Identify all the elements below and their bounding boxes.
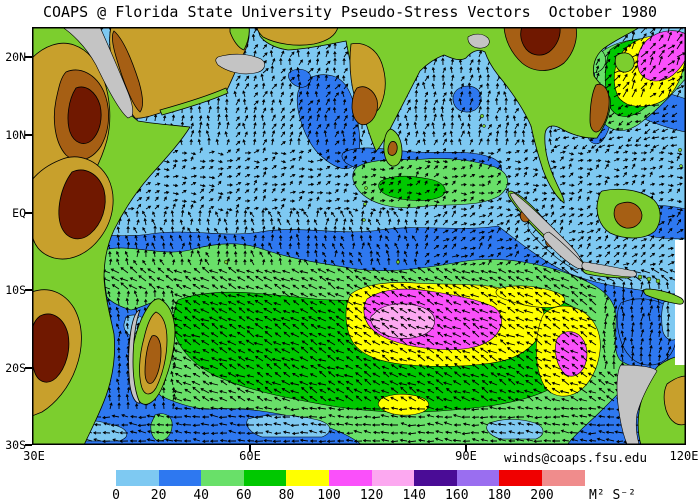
colorbar-swatch-6 bbox=[371, 470, 415, 486]
credit-email: winds@coaps.fsu.edu bbox=[504, 450, 647, 465]
asia-brown-india bbox=[351, 86, 378, 126]
y-axis-tick bbox=[25, 56, 32, 58]
sri-lanka-brown bbox=[387, 141, 398, 156]
colorbar-tick-120: 120 bbox=[359, 488, 384, 500]
colorbar-tick-160: 160 bbox=[445, 488, 469, 500]
timor bbox=[643, 288, 684, 305]
y-axis-tick bbox=[25, 212, 32, 214]
sumbawa-island bbox=[655, 278, 661, 284]
colorbar-swatch-3 bbox=[243, 470, 287, 486]
x-axis-label-60E: 60E bbox=[239, 449, 261, 463]
asia-tan-iran bbox=[256, 27, 339, 46]
palawan-2-island bbox=[679, 164, 683, 168]
maldives-1-island bbox=[364, 186, 368, 190]
blue-bengal-blob bbox=[452, 85, 482, 113]
y-axis-tick bbox=[25, 134, 32, 136]
asia-brown-vietnam bbox=[589, 83, 610, 133]
colorbar bbox=[116, 470, 585, 486]
colorbar-tick-40: 40 bbox=[193, 488, 210, 500]
map-frame bbox=[32, 27, 686, 445]
palawan-1-island bbox=[678, 148, 682, 152]
colorbar-swatch-2 bbox=[201, 470, 244, 486]
y-axis-tick bbox=[25, 444, 32, 446]
colorbar-tick-100: 100 bbox=[317, 488, 341, 500]
africa-dark-ethiopia bbox=[58, 169, 106, 240]
yellow-sw-patch bbox=[377, 393, 429, 416]
arabia-green-ne bbox=[229, 27, 250, 51]
figure-title: COAPS @ Florida State University Pseudo-… bbox=[42, 3, 658, 21]
green-south-madagascar bbox=[150, 413, 173, 442]
bali-island bbox=[637, 274, 643, 280]
colorbar-tick-20: 20 bbox=[150, 488, 167, 500]
y-axis-label-20N: 20N bbox=[5, 50, 26, 64]
x-axis-tick bbox=[465, 445, 467, 452]
colorbar-tick-180: 180 bbox=[487, 488, 512, 500]
maldives-2-island bbox=[363, 202, 367, 206]
colorbar-tick-0: 0 bbox=[112, 488, 120, 500]
arabia-green-south bbox=[159, 87, 229, 116]
colorbar-tick-140: 140 bbox=[402, 488, 426, 500]
lombok-island bbox=[646, 276, 652, 282]
africa-dark-south bbox=[32, 313, 70, 383]
seychelles-island bbox=[224, 260, 228, 264]
australia-shelf-mask bbox=[616, 364, 658, 445]
andaman-island bbox=[480, 114, 484, 118]
y-axis-tick bbox=[25, 289, 32, 291]
colorbar-swatch-10 bbox=[541, 470, 585, 486]
y-axis-label-10S: 10S bbox=[5, 283, 26, 297]
colorbar-tick-200: 200 bbox=[530, 488, 554, 500]
borneo-brown bbox=[613, 201, 643, 229]
y-axis-label-20S: 20S bbox=[5, 361, 26, 375]
colorbar-tick-80: 80 bbox=[278, 488, 295, 500]
colorbar-swatch-8 bbox=[456, 470, 500, 486]
map-plot bbox=[32, 27, 686, 445]
colorbar-swatch-1 bbox=[158, 470, 202, 486]
asia-dark-indochina bbox=[520, 27, 561, 56]
yellow-east-streak bbox=[495, 285, 566, 308]
madagascar-brown bbox=[144, 335, 162, 384]
nicobar-island bbox=[482, 124, 486, 128]
colorbar-tick-60: 60 bbox=[235, 488, 252, 500]
hainan-island bbox=[614, 52, 635, 73]
maldives-3-island bbox=[362, 218, 366, 222]
x-axis-tick bbox=[249, 445, 251, 452]
madagascar-gray-coast bbox=[128, 309, 141, 404]
x-axis-label-30E: 30E bbox=[23, 449, 45, 463]
y-axis-label-EQ: EQ bbox=[12, 206, 26, 220]
australia-tan bbox=[663, 375, 686, 426]
colorbar-swatch-9 bbox=[499, 470, 542, 486]
y-axis-label-10N: 10N bbox=[5, 128, 26, 142]
colorbar-swatch-4 bbox=[286, 470, 329, 486]
colorbar-swatch-7 bbox=[414, 470, 457, 486]
arabia-brown-west bbox=[111, 30, 143, 113]
chagos-island bbox=[396, 260, 400, 264]
x-axis-label-90E: 90E bbox=[455, 449, 477, 463]
y-axis-label-30S: 30S bbox=[5, 438, 26, 452]
x-axis-label-120E: 120E bbox=[669, 449, 699, 463]
y-axis-tick bbox=[25, 367, 32, 369]
java-sea-mask-2 bbox=[581, 261, 637, 278]
red-sea-mask bbox=[61, 27, 134, 119]
colorbar-swatch-5 bbox=[328, 470, 372, 486]
irrawaddy-delta-mask bbox=[467, 33, 490, 49]
colorbar-unit: M² S⁻² bbox=[589, 488, 636, 500]
java-sea-mask-1 bbox=[543, 231, 584, 269]
gulf-oman-mask bbox=[215, 53, 265, 75]
blue-india-west-coast bbox=[296, 74, 361, 170]
colorbar-swatch-0 bbox=[116, 470, 159, 486]
brightgreen-eq-blob bbox=[378, 175, 446, 201]
africa-dark-north bbox=[67, 86, 102, 144]
